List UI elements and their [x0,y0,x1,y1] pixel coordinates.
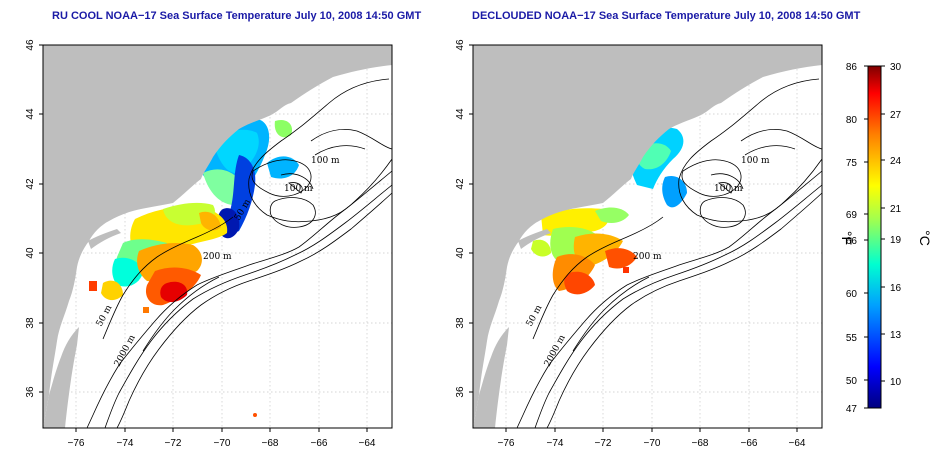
fahrenheit-tick: 55 [846,333,858,344]
right-map-title: DECLOUDED NOAA−17 Sea Surface Temperatur… [472,10,861,22]
y-tick: 38 [455,317,466,329]
x-tick: −70 [644,438,661,449]
y-tick: 36 [25,386,36,398]
y-tick: 40 [25,247,36,259]
contour-label-50m-west: 50 m [95,303,115,328]
x-tick: −68 [262,438,279,449]
fahrenheit-tick: 60 [846,289,858,300]
x-tick: −72 [165,438,182,449]
x-tick: −74 [547,438,564,449]
y-tick: 42 [455,178,466,190]
contour-label-100m-north: 100 m [311,156,340,166]
celsius-tick: 16 [890,283,902,294]
x-tick: −74 [117,438,134,449]
contour-label-2000m-r: 2000 m [543,333,568,368]
celsius-tick: 10 [890,377,902,388]
contour-label-2000m: 2000 m [113,333,138,368]
colorbar-gradient [867,65,882,409]
fahrenheit-tick: 86 [846,62,858,73]
x-tick: −72 [595,438,612,449]
x-tick: −66 [741,438,758,449]
y-tick: 46 [25,39,36,51]
y-tick: 44 [455,108,466,120]
left-map-title: RU COOL NOAA−17 Sea Surface Temperature … [52,10,422,22]
x-tick: −66 [311,438,328,449]
x-tick: −76 [498,438,515,449]
contour-label-100m-east-r: 100 m [714,184,743,194]
fahrenheit-tick: 50 [846,376,858,387]
y-tick: 46 [455,39,466,51]
fahrenheit-tick: 66 [846,236,858,247]
contour-label-200m: 200 m [203,252,232,262]
right-axes [469,44,798,432]
left-map-frame [42,44,393,429]
contour-label-50m-west-r: 50 m [525,303,545,328]
left-axes [39,44,368,432]
celsius-tick: 30 [890,62,902,73]
left-y-tick-labels: 46 44 42 40 38 36 [25,39,36,398]
contour-label-100m-east: 100 m [284,184,313,194]
celsius-tick: 27 [890,110,902,121]
celsius-tick: 19 [890,235,902,246]
fahrenheit-tick: 69 [846,210,858,221]
y-tick: 38 [25,317,36,329]
contour-label-100m-north-r: 100 m [741,156,770,166]
fahrenheit-tick: 47 [846,404,858,415]
celsius-tick: 13 [890,330,902,341]
x-tick: −76 [68,438,85,449]
left-map: 100 m 100 m 50 m 200 m 50 m 2000 m [42,44,393,429]
fahrenheit-tick: 80 [846,115,858,126]
y-tick: 36 [455,386,466,398]
contour-label-200m-r: 200 m [633,252,662,262]
right-map-frame [472,44,823,429]
y-tick: 42 [25,178,36,190]
right-sst-field [481,117,687,295]
right-map: 100 m 100 m 200 m 50 m 2000 m [472,44,823,429]
celsius-unit-label: °C [917,230,933,246]
x-tick: −64 [359,438,376,449]
y-tick: 40 [455,247,466,259]
colorbar: 86 80 75 69 66 60 55 50 47 30 27 24 21 1… [839,62,933,415]
x-tick: −68 [692,438,709,449]
right-x-tick-labels: −76 −74 −72 −70 −68 −66 −64 [498,438,806,449]
y-tick: 44 [25,108,36,120]
celsius-tick: 21 [890,204,902,215]
left-sst-field [49,113,299,417]
fahrenheit-unit-label: °F [839,231,855,245]
fahrenheit-tick: 75 [846,158,858,169]
celsius-tick: 24 [890,156,902,167]
right-y-tick-labels: 46 44 42 40 38 36 [455,39,466,398]
x-tick: −70 [214,438,231,449]
x-tick: −64 [789,438,806,449]
left-x-tick-labels: −76 −74 −72 −70 −68 −66 −64 [68,438,376,449]
